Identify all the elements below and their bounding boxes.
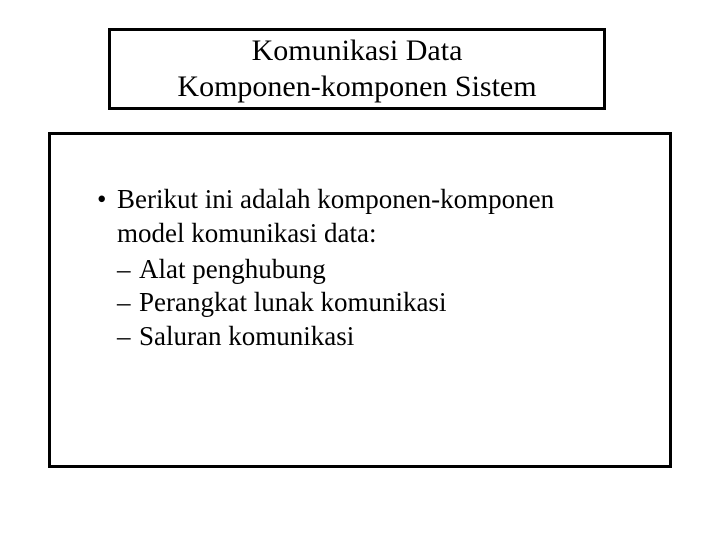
- intro-line-2: model komunikasi data:: [117, 217, 554, 251]
- dash-marker: –: [117, 253, 139, 287]
- sub-row-1: – Alat penghubung: [93, 253, 649, 287]
- title-line-1: Komunikasi Data: [252, 33, 463, 69]
- sub-item-2: Perangkat lunak komunikasi: [139, 286, 446, 320]
- sub-item-3: Saluran komunikasi: [139, 320, 354, 354]
- bullet-body: Berikut ini adalah komponen-komponen mod…: [117, 183, 554, 251]
- sub-row-2: – Perangkat lunak komunikasi: [93, 286, 649, 320]
- dash-marker: –: [117, 320, 139, 354]
- bullet-row: • Berikut ini adalah komponen-komponen m…: [93, 183, 649, 251]
- content-box: • Berikut ini adalah komponen-komponen m…: [48, 132, 672, 468]
- title-line-2: Komponen-komponen Sistem: [177, 69, 536, 105]
- sub-row-3: – Saluran komunikasi: [93, 320, 649, 354]
- bullet-marker: •: [93, 183, 117, 217]
- dash-marker: –: [117, 286, 139, 320]
- sub-item-1: Alat penghubung: [139, 253, 326, 287]
- title-box: Komunikasi Data Komponen-komponen Sistem: [108, 28, 606, 110]
- intro-line-1: Berikut ini adalah komponen-komponen: [117, 183, 554, 217]
